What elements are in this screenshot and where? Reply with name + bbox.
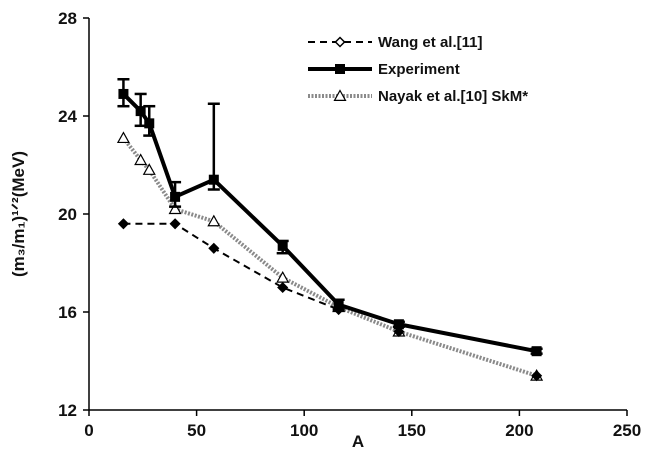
x-axis-label: A <box>352 432 364 451</box>
legend-label: Wang et al.[11] <box>378 34 482 51</box>
x-tick-label: 50 <box>187 421 206 440</box>
data-point-triangle <box>142 163 156 175</box>
x-tick-label: 0 <box>84 421 93 440</box>
y-axis-label: (m₃/m₁)¹ᐟ²(MeV) <box>9 151 28 277</box>
y-tick-label: 12 <box>58 401 77 420</box>
data-point-triangle <box>134 153 148 166</box>
legend-item: Nayak et al.[10] SkM* <box>308 88 528 105</box>
data-point-square <box>144 118 155 129</box>
series-line <box>122 92 538 354</box>
data-point-diamond <box>277 281 289 294</box>
data-point-square <box>393 319 404 330</box>
data-point-diamond <box>334 36 346 48</box>
data-point-triangle <box>276 270 290 283</box>
data-point-square <box>170 191 181 202</box>
y-tick-label: 20 <box>58 205 77 224</box>
y-tick-label: 28 <box>58 9 77 28</box>
data-point-diamond <box>531 370 543 382</box>
series-1 <box>117 78 543 357</box>
y-tick-label: 16 <box>58 303 77 322</box>
data-point-diamond <box>117 218 129 230</box>
data-point-triangle <box>168 202 182 215</box>
y-tick-label: 24 <box>58 107 77 126</box>
data-point-square <box>208 174 219 185</box>
series-layer <box>116 78 544 382</box>
data-point-square <box>531 346 542 357</box>
data-point-triangle <box>333 89 347 102</box>
x-tick-label: 150 <box>398 421 426 440</box>
x-tick-label: 250 <box>613 421 641 440</box>
data-point-square <box>333 299 344 310</box>
data-point-square <box>118 88 129 99</box>
legend-item: Experiment <box>308 61 460 78</box>
series-2 <box>116 131 544 381</box>
data-point-diamond <box>169 218 181 230</box>
series-0 <box>117 218 345 316</box>
data-point-diamond <box>393 326 405 338</box>
legend: Wang et al.[11] Experiment Nayak et al.[10… <box>308 34 528 105</box>
legend-item: Wang et al.[11] <box>308 34 482 51</box>
x-tick-label: 200 <box>505 421 533 440</box>
data-point-square <box>135 106 146 117</box>
data-point-triangle <box>116 131 130 144</box>
legend-label: Nayak et al.[10] SkM* <box>378 88 528 105</box>
legend-label: Experiment <box>378 61 460 78</box>
x-tick-label: 100 <box>290 421 318 440</box>
data-point-diamond <box>208 242 220 254</box>
ticks: 0 50 100 150 200 250 12 16 20 24 28 <box>58 9 641 440</box>
data-point-triangle <box>207 214 221 227</box>
data-point-square <box>277 240 288 251</box>
data-point-square <box>335 64 345 74</box>
